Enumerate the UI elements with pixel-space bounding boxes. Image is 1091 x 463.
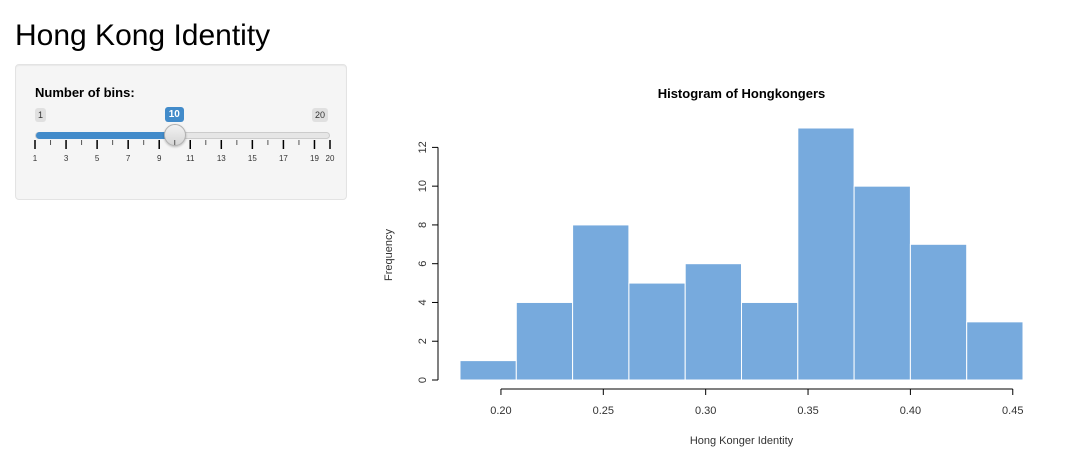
- slider-grid-label: 11: [186, 154, 195, 163]
- slider-max-badge: 20: [312, 108, 329, 122]
- slider-grid-label: 3: [64, 154, 69, 163]
- histogram-bar: [459, 360, 517, 381]
- y-tick-label: 0: [417, 377, 429, 383]
- slider-grid-label: 5: [95, 154, 100, 163]
- y-tick-label: 8: [417, 222, 429, 228]
- slider-grid-label: 19: [310, 154, 319, 163]
- histogram-bar: [572, 224, 630, 381]
- histogram-bar: [797, 127, 855, 381]
- bins-slider-fill: [36, 132, 176, 139]
- x-tick-label: 0.45: [1002, 405, 1023, 417]
- slider-min-badge: 1: [35, 108, 47, 122]
- slider-grid-label: 9: [157, 154, 162, 163]
- y-tick-label: 4: [417, 299, 429, 305]
- slider-grid: 1 3 5 7 9 11 13 15 17 19 20: [33, 140, 335, 163]
- histogram-chart: Histogram of Hongkongers 0.20 0.25 0.30 0.35…: [383, 86, 1024, 447]
- slider-grid-label: 13: [217, 154, 226, 163]
- bins-slider-label: Number of bins:: [35, 85, 135, 100]
- histogram-bar: [741, 301, 799, 381]
- x-tick-label: 0.35: [797, 405, 818, 417]
- x-tick-label: 0.20: [490, 405, 511, 417]
- slider-grid-label: 15: [248, 154, 257, 163]
- histogram-bar: [909, 243, 968, 381]
- x-axis-label: Hong Konger Identity: [690, 435, 794, 447]
- slider-grid-label: 7: [126, 154, 131, 163]
- sidebar-panel: Number of bins: 1 20 10 1 3 5 7 9 11 13 15 17 19 2…: [15, 64, 347, 200]
- y-tick-label: 6: [417, 261, 429, 267]
- histogram-bar: [966, 321, 1024, 381]
- histogram-bar: [853, 185, 911, 381]
- slider-grid-label: 17: [279, 154, 288, 163]
- y-tick-label: 12: [417, 141, 429, 153]
- histogram-bar: [628, 282, 686, 381]
- histogram-bar: [515, 301, 574, 381]
- page-title: Hong Kong Identity: [15, 19, 271, 52]
- chart-title: Histogram of Hongkongers: [658, 86, 826, 101]
- x-tick-label: 0.25: [593, 405, 614, 417]
- y-tick-label: 10: [417, 180, 429, 192]
- x-tick-label: 0.30: [695, 405, 716, 417]
- bins-slider-handle[interactable]: [163, 124, 186, 146]
- slider-grid-label: 20: [326, 154, 335, 163]
- histogram-bar: [684, 263, 743, 381]
- slider-grid-label: 1: [33, 154, 38, 163]
- slider-value-badge: 10: [164, 107, 184, 122]
- y-axis-label: Frequency: [383, 229, 395, 281]
- x-tick-label: 0.40: [900, 405, 921, 417]
- y-tick-label: 2: [417, 338, 429, 344]
